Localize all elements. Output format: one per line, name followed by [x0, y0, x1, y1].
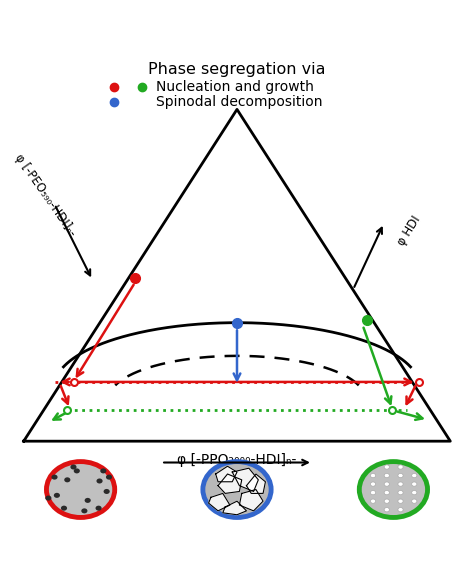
Ellipse shape: [398, 482, 403, 486]
Ellipse shape: [384, 465, 390, 469]
Text: Nucleation and growth: Nucleation and growth: [156, 80, 314, 94]
Ellipse shape: [398, 465, 403, 469]
Polygon shape: [216, 466, 237, 482]
Ellipse shape: [398, 499, 403, 503]
Ellipse shape: [97, 478, 102, 483]
Ellipse shape: [96, 505, 102, 511]
Text: φ [-PEO₅₉₀-HDI]ₙ-: φ [-PEO₅₉₀-HDI]ₙ-: [12, 151, 78, 239]
Ellipse shape: [384, 482, 390, 486]
Ellipse shape: [51, 475, 58, 479]
Ellipse shape: [370, 474, 375, 478]
Ellipse shape: [411, 499, 417, 503]
Ellipse shape: [398, 490, 403, 495]
Ellipse shape: [384, 508, 390, 512]
Ellipse shape: [54, 493, 60, 498]
Polygon shape: [239, 489, 263, 511]
Ellipse shape: [384, 490, 390, 495]
Ellipse shape: [106, 475, 112, 479]
Ellipse shape: [370, 482, 375, 486]
Ellipse shape: [411, 474, 417, 478]
Ellipse shape: [359, 461, 428, 518]
Ellipse shape: [64, 477, 71, 482]
Ellipse shape: [370, 499, 375, 503]
Text: Spinodal decomposition: Spinodal decomposition: [156, 95, 323, 109]
Ellipse shape: [71, 464, 77, 470]
Polygon shape: [223, 501, 246, 515]
Text: Phase segregation via: Phase segregation via: [148, 61, 326, 76]
Polygon shape: [218, 474, 242, 493]
Ellipse shape: [61, 505, 67, 511]
Polygon shape: [209, 493, 230, 511]
Ellipse shape: [103, 489, 110, 494]
Ellipse shape: [411, 490, 417, 495]
Ellipse shape: [203, 461, 271, 518]
Ellipse shape: [84, 498, 91, 503]
Text: φ [-PPO₂₀₀₀-HDI]ₙ-: φ [-PPO₂₀₀₀-HDI]ₙ-: [177, 453, 297, 467]
Ellipse shape: [411, 482, 417, 486]
Ellipse shape: [46, 496, 52, 501]
Ellipse shape: [100, 468, 106, 474]
Ellipse shape: [398, 508, 403, 512]
Ellipse shape: [384, 474, 390, 478]
Polygon shape: [246, 474, 265, 493]
Ellipse shape: [370, 490, 375, 495]
Ellipse shape: [73, 468, 80, 474]
Ellipse shape: [398, 474, 403, 478]
Ellipse shape: [82, 508, 88, 514]
Ellipse shape: [384, 499, 390, 503]
Polygon shape: [232, 468, 258, 492]
Ellipse shape: [46, 461, 115, 518]
Text: φ HDI: φ HDI: [395, 213, 423, 248]
